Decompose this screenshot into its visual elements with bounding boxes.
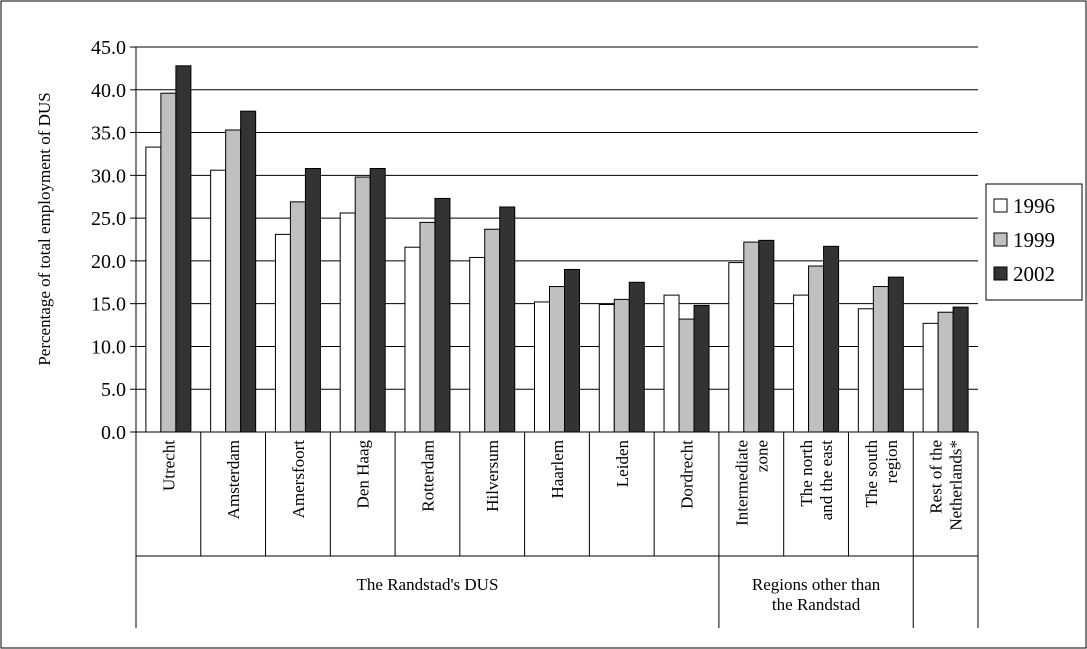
group-label: The Randstad's DUS [357,575,499,594]
y-tick-label: 15.0 [91,294,126,316]
bar-1996-11 [793,294,810,433]
bar-1996-7 [534,301,550,433]
y-tick-label: 30.0 [91,165,126,187]
bar-2002-3 [304,167,321,433]
category-label: zone [752,440,771,472]
category-label: Dordrecht [678,440,697,509]
y-tick-label: 20.0 [91,251,126,273]
group-label: Regions other than [752,575,881,594]
legend-label-2002: 2002 [1013,262,1055,286]
bar-2002-5 [434,197,451,433]
category-label: Hilversum [483,440,502,512]
legend: 1996 1999 2002 [985,183,1083,301]
category-label: Rest of the [927,440,946,514]
bar-2002-11 [823,245,840,433]
bar-1999-13 [937,311,954,433]
bar-2002-6 [499,206,516,433]
y-tick-label: 25.0 [91,208,126,230]
category-label: Amsterdam [224,440,243,519]
legend-swatch-2002 [993,266,1008,281]
bar-1996-12 [857,308,874,433]
legend-label-1996: 1996 [1013,194,1055,218]
bar-1999-11 [808,265,825,433]
y-axis-title: Percentage of total employment of DUS [35,92,54,365]
bar-1999-2 [225,129,242,433]
bar-2002-1 [175,65,192,433]
category-label: Leiden [613,440,632,488]
group-label: the Randstad [772,595,861,614]
category-label: Amersfoort [289,440,308,519]
legend-swatch-1999 [993,232,1008,247]
bar-2002-13 [952,306,969,433]
category-label: Rotterdam [418,440,437,512]
category-label: The north [797,440,816,507]
bar-2002-7 [564,268,580,433]
bar-1996-6 [469,256,486,433]
bar-2002-2 [240,110,257,433]
category-label: Den Haag [354,440,373,509]
category-label: region [882,440,901,484]
y-tick-label: 40.0 [91,80,126,102]
category-label: The south [862,440,881,508]
legend-swatch-1996 [993,198,1008,213]
bar-1996-4 [339,212,356,433]
bar-1999-3 [289,201,306,433]
bar-2002-10 [758,239,775,433]
bar-1999-1 [160,92,177,433]
bar-1996-1 [145,146,162,433]
bars [145,65,969,433]
bar-1996-3 [274,233,291,433]
bar-1996-8 [598,304,615,433]
bar-2002-8 [628,281,645,433]
category-label: Utrecht [159,440,178,491]
bar-1996-2 [210,169,227,433]
bar-1996-13 [922,322,939,433]
bar-1999-6 [484,228,501,433]
y-tick-label: 0.0 [101,422,126,444]
bar-1999-8 [613,298,630,433]
category-label: Haarlem [548,440,567,499]
category-label: and the east [817,440,836,521]
bar-1999-9 [678,318,695,433]
bar-2002-9 [693,304,710,433]
bar-1999-5 [419,221,436,433]
axes: 0.0 5.0 10.0 15.0 20.0 25.0 30.0 35.0 40.0 45.0 [91,37,979,628]
category-labels: Utrecht Amsterdam Amersfoort Den Haag Rotter… [159,440,965,614]
bar-1996-5 [404,246,421,433]
bar-1999-12 [872,286,889,433]
bar-2002-12 [887,276,904,433]
category-label: Netherlands* [947,440,966,531]
bar-1996-10 [728,262,745,433]
y-tick-label: 5.0 [101,379,126,401]
bar-1999-10 [743,241,760,433]
category-label: Intermediate [732,440,751,526]
bar-1996-9 [663,294,680,433]
y-tick-label: 10.0 [91,336,126,358]
bar-2002-4 [369,167,386,433]
bar-1999-4 [354,176,371,433]
y-tick-label: 45.0 [91,37,126,59]
bar-1999-7 [549,286,565,433]
legend-label-1999: 1999 [1013,228,1055,252]
y-tick-label: 35.0 [91,123,126,145]
